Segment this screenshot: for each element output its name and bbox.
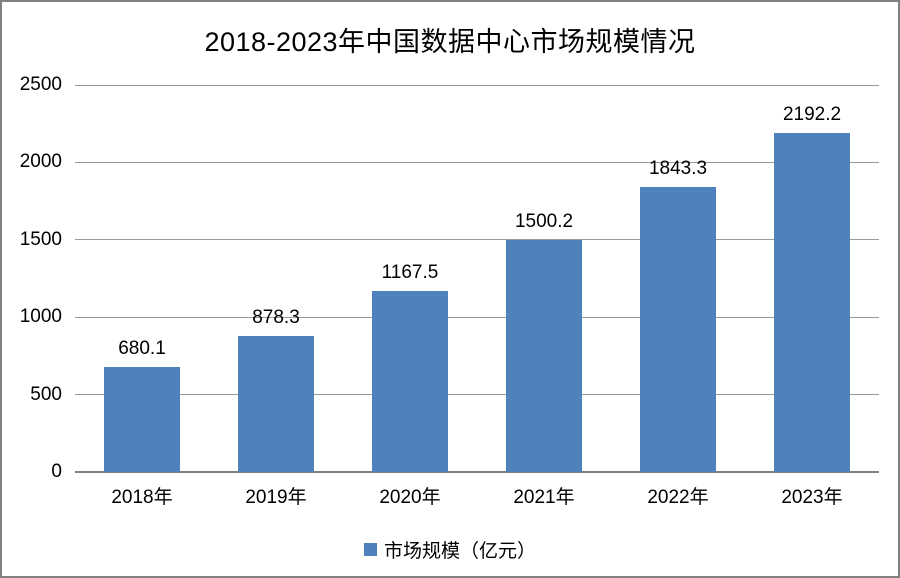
bar-value-label: 680.1: [118, 337, 166, 359]
bar-value-label: 1500.2: [514, 210, 574, 232]
bar: [640, 186, 716, 472]
legend: 市场规模（亿元）: [2, 536, 898, 563]
x-axis-category-label: 2023年: [781, 487, 843, 508]
plot-area: 680.1 878.3 1167.5 1500.2 1843.3 2192.2: [75, 84, 879, 473]
x-axis-category-label: 2018年: [111, 487, 173, 508]
bar: [506, 239, 582, 472]
x-axis-category-label: 2020年: [379, 487, 441, 508]
y-axis-tick-label: 500: [30, 383, 62, 405]
legend-swatch-icon: [363, 543, 377, 556]
bar-value-label: 1843.3: [648, 157, 708, 179]
y-axis-tick-label: 1500: [19, 228, 62, 250]
x-axis-category-label: 2019年: [245, 487, 307, 508]
bar: [774, 132, 850, 472]
x-axis-category-label: 2022年: [647, 487, 709, 508]
bar-value-label: 878.3: [252, 307, 300, 329]
bar-value-label: 2192.2: [782, 103, 842, 125]
legend-label: 市场规模（亿元）: [383, 541, 536, 562]
gridline: [75, 239, 879, 241]
gridline: [75, 161, 879, 163]
bar: [372, 291, 448, 472]
y-axis-tick-label: 2000: [19, 151, 62, 173]
chart-title: 2018-2023年中国数据中心市场规模情况: [204, 27, 696, 57]
y-axis-tick-label: 0: [51, 461, 62, 482]
x-axis-line: [75, 471, 879, 473]
gridline: [75, 316, 879, 318]
gridline: [75, 394, 879, 396]
x-axis-category-label: 2021年: [513, 487, 575, 508]
bar-value-label: 1167.5: [381, 262, 439, 284]
bar: [238, 336, 314, 472]
bar: [104, 366, 180, 472]
gridline: [75, 84, 879, 86]
y-axis-tick-label: 2500: [19, 74, 62, 95]
y-axis-tick-label: 1000: [19, 306, 62, 328]
